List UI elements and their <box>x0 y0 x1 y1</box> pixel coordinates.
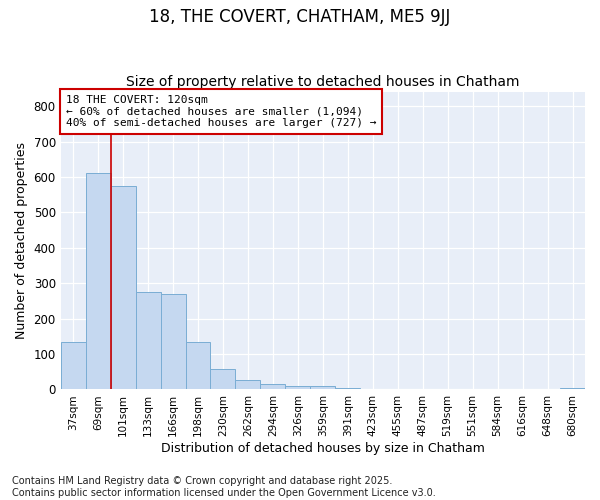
Bar <box>560 388 585 390</box>
Text: 18 THE COVERT: 120sqm
← 60% of detached houses are smaller (1,094)
40% of semi-d: 18 THE COVERT: 120sqm ← 60% of detached … <box>66 95 376 128</box>
X-axis label: Distribution of detached houses by size in Chatham: Distribution of detached houses by size … <box>161 442 485 455</box>
Bar <box>360 389 385 390</box>
Bar <box>136 292 161 390</box>
Bar <box>235 380 260 390</box>
Bar <box>211 369 235 390</box>
Bar <box>310 386 335 390</box>
Bar <box>161 294 185 390</box>
Bar <box>286 386 310 390</box>
Title: Size of property relative to detached houses in Chatham: Size of property relative to detached ho… <box>126 76 520 90</box>
Text: Contains HM Land Registry data © Crown copyright and database right 2025.
Contai: Contains HM Land Registry data © Crown c… <box>12 476 436 498</box>
Bar <box>185 342 211 390</box>
Text: 18, THE COVERT, CHATHAM, ME5 9JJ: 18, THE COVERT, CHATHAM, ME5 9JJ <box>149 8 451 26</box>
Bar <box>86 173 110 390</box>
Y-axis label: Number of detached properties: Number of detached properties <box>15 142 28 340</box>
Bar <box>110 186 136 390</box>
Bar <box>61 342 86 390</box>
Bar <box>335 388 360 390</box>
Bar <box>260 384 286 390</box>
